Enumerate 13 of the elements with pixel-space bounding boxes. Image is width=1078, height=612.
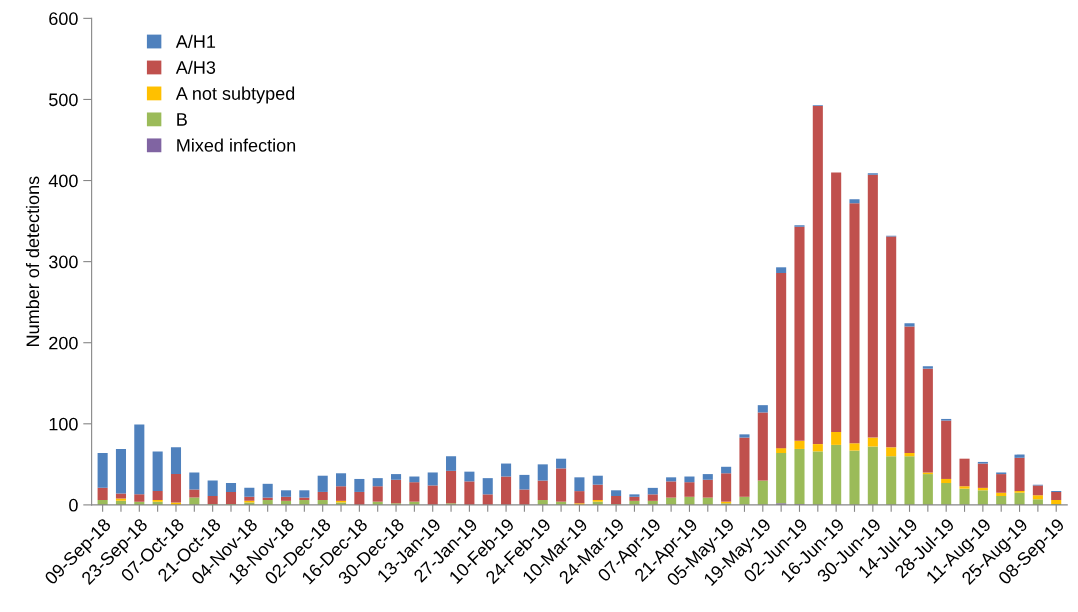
y-tick-label: 200 [49,336,78,350]
legend-label: Mixed infection [177,138,296,152]
legend-label: A/H3 [175,60,216,74]
y-tick-label: 400 [48,174,78,188]
y-tick-label: 600 [49,12,78,26]
legend-label: B [177,113,187,126]
y-tick-label: 100 [49,417,78,431]
y-tick-label: 300 [49,255,78,269]
y-axis-title: Number of detections [25,176,40,346]
y-tick-label: 500 [49,93,78,107]
legend-label: A/H1 [175,34,216,48]
y-tick-label: 0 [69,498,78,512]
legend-label: A not subtyped [175,86,295,104]
